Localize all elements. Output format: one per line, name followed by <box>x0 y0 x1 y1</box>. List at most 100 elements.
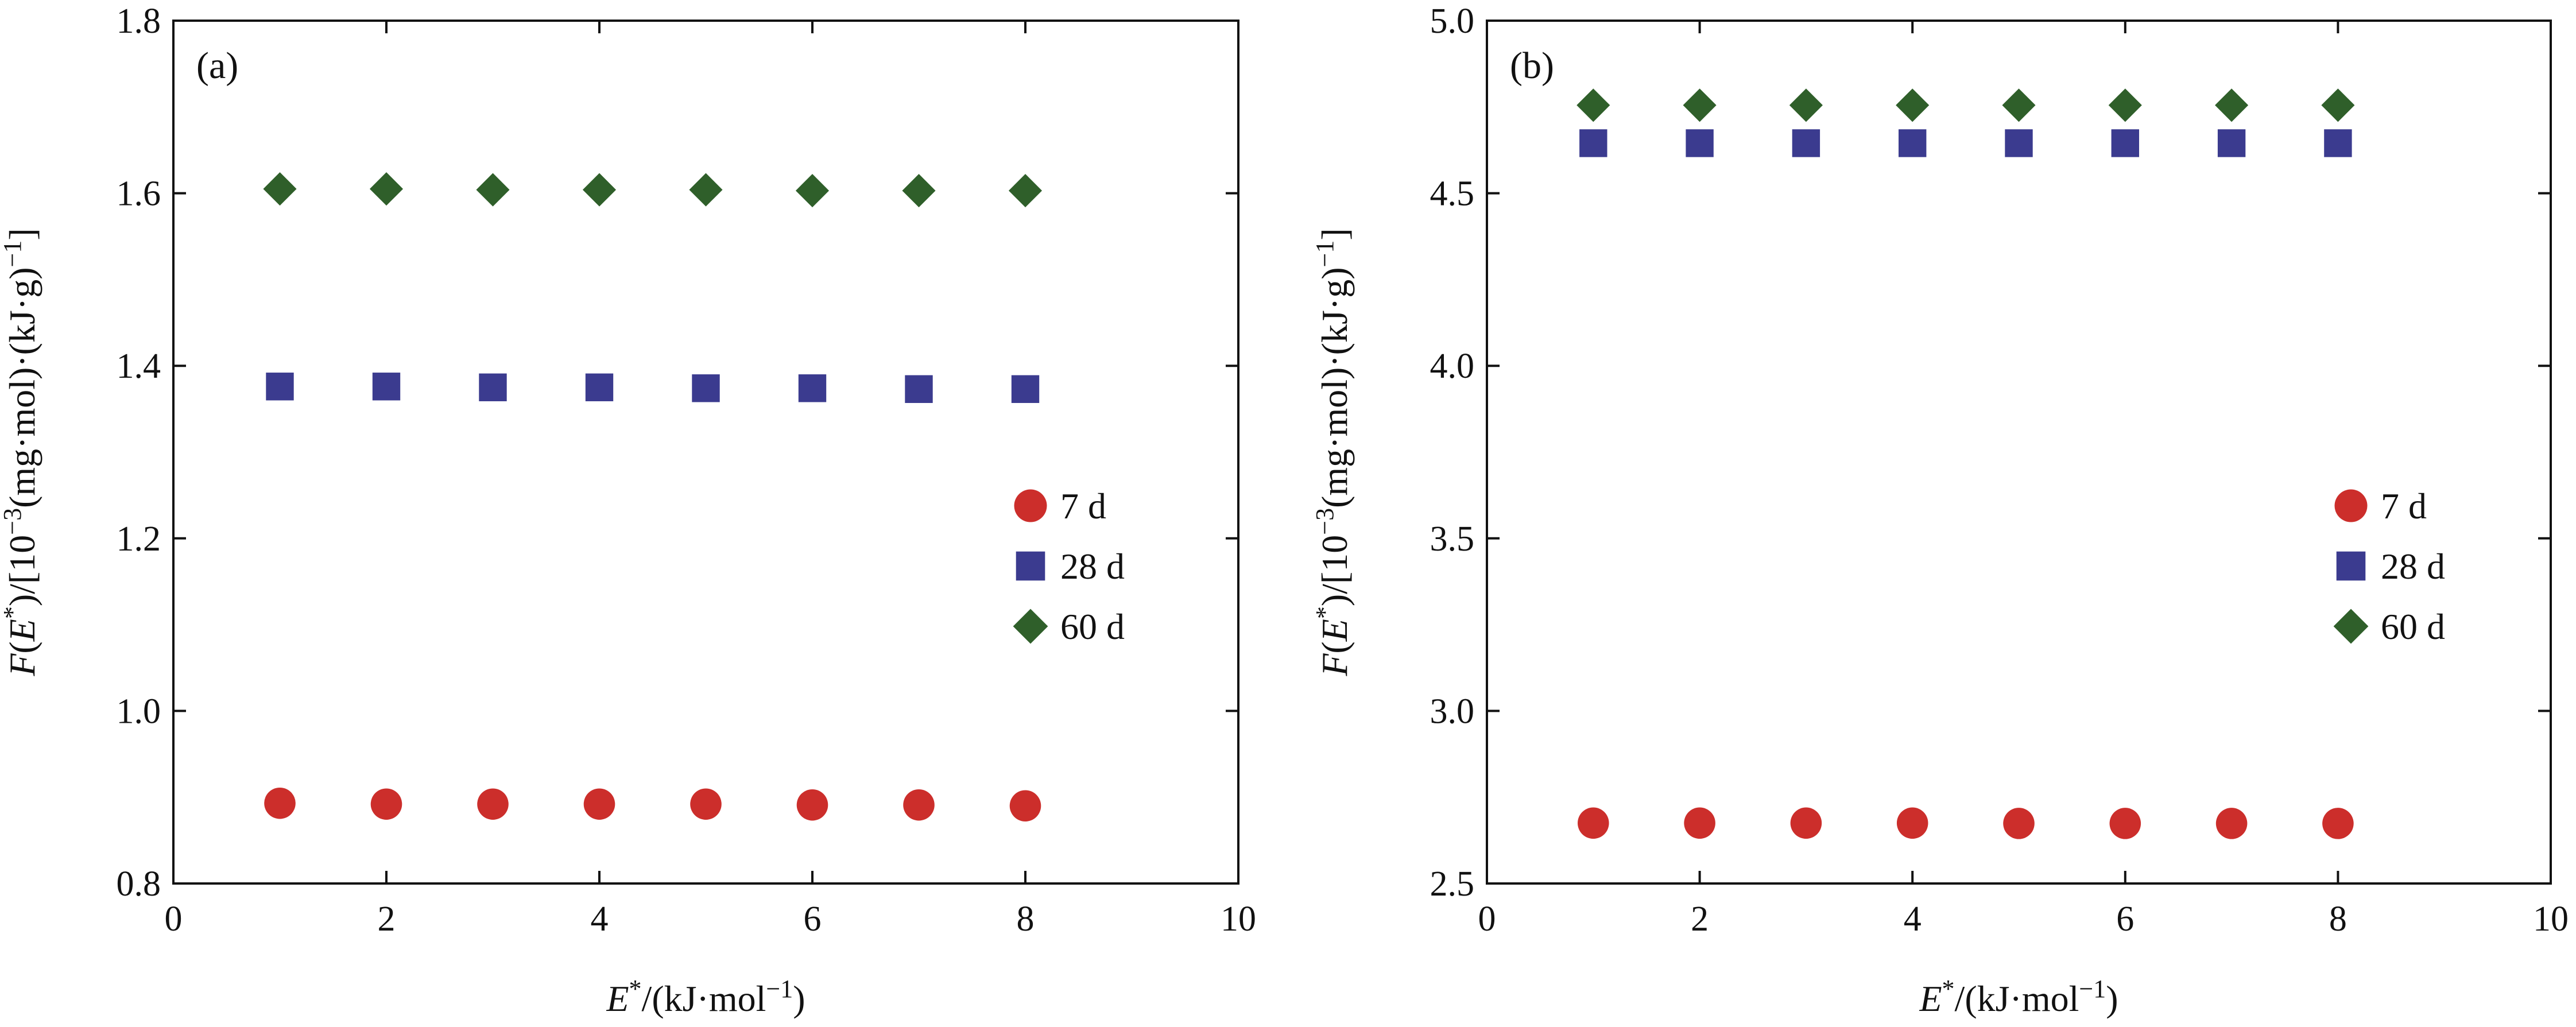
data-point <box>2215 88 2249 122</box>
y-axis-title: F(E*)/[10−3(mg·mol)·(kJ·g)−1] <box>0 228 42 676</box>
data-point <box>798 374 827 402</box>
y-tick-label: 1.6 <box>117 175 161 214</box>
legend-label: 28 d <box>1060 546 1125 587</box>
data-point <box>1578 807 1609 839</box>
y-tick-label: 2.5 <box>1430 865 1475 904</box>
x-axis-title: E*/(kJ·mol−1) <box>1919 975 2118 1020</box>
data-point <box>1686 129 1714 157</box>
legend-label: 28 d <box>2381 546 2445 587</box>
data-point <box>796 789 828 821</box>
data-point <box>905 375 933 403</box>
legend-marker <box>1016 551 1045 581</box>
legend-label: 60 d <box>2381 606 2445 647</box>
data-point <box>689 173 723 207</box>
x-tick-label: 4 <box>1904 900 1922 939</box>
data-point <box>1896 88 1930 122</box>
x-tick-label: 10 <box>2533 900 2569 939</box>
y-tick-label: 0.8 <box>117 865 161 904</box>
series-28d <box>266 373 1040 403</box>
data-point <box>2217 129 2246 157</box>
series-60d <box>263 172 1043 208</box>
x-tick-label: 2 <box>378 900 396 939</box>
legend-marker <box>2333 609 2369 644</box>
data-point <box>476 173 510 207</box>
legend-marker <box>2334 489 2368 522</box>
data-point <box>585 373 614 401</box>
data-point <box>2111 129 2139 157</box>
data-point <box>1789 88 1823 122</box>
data-point <box>477 788 509 820</box>
legend-marker <box>1014 489 1047 522</box>
data-point <box>2005 129 2033 157</box>
series-7d <box>264 787 1041 822</box>
data-point <box>2003 808 2035 839</box>
data-point <box>2324 129 2352 157</box>
data-point <box>1576 88 1610 122</box>
x-tick-label: 0 <box>1478 900 1496 939</box>
data-point <box>902 174 936 208</box>
legend: 7 d 28 d 60 d <box>2333 486 2445 647</box>
legend-marker <box>1013 609 1048 644</box>
y-tick-label: 1.8 <box>117 2 161 41</box>
panel-label: (a) <box>196 45 238 87</box>
data-point <box>903 789 935 821</box>
data-point <box>692 374 720 402</box>
series-7d <box>1578 807 2354 839</box>
data-point <box>2215 808 2248 839</box>
y-axis-title: F(E*)/[10−3(mg·mol)·(kJ·g)−1] <box>1311 228 1355 676</box>
x-tick-label: 10 <box>1221 900 1256 939</box>
data-point <box>1684 807 1715 839</box>
panel-label: (b) <box>1510 45 1554 87</box>
y-tick-label: 4.5 <box>1430 175 1475 214</box>
legend-label: 7 d <box>2381 486 2427 526</box>
data-point <box>479 373 507 401</box>
data-point <box>582 173 617 207</box>
x-tick-label: 8 <box>2329 900 2347 939</box>
data-point <box>1792 129 1820 157</box>
y-tick-label: 4.0 <box>1430 347 1475 386</box>
data-point <box>1579 129 1607 157</box>
data-point <box>795 174 830 208</box>
data-point <box>370 788 402 820</box>
data-point <box>1683 88 1717 122</box>
data-point <box>263 172 297 206</box>
data-point <box>2109 808 2141 839</box>
data-point <box>2108 88 2142 122</box>
legend-label: 60 d <box>1060 606 1125 647</box>
data-point <box>264 787 296 819</box>
data-point <box>266 373 294 401</box>
x-tick-label: 4 <box>591 900 609 939</box>
series-28d <box>1579 129 2352 157</box>
y-tick-label: 1.2 <box>117 520 161 559</box>
series-60d <box>1576 88 2355 122</box>
data-point <box>1011 375 1040 403</box>
data-point <box>1899 129 1927 157</box>
y-tick-label: 5.0 <box>1430 2 1475 41</box>
legend-marker <box>2336 551 2366 581</box>
data-point <box>690 788 722 820</box>
y-tick-label: 1.4 <box>117 347 161 386</box>
panel-a: 0 2 4 6 8 10 0.8 1.0 1.2 1.4 1.6 1.8 (a) E*/(kJ·mol−1… <box>0 2 1256 1019</box>
data-point <box>2322 808 2354 839</box>
legend: 7 d 28 d 60 d <box>1013 486 1125 647</box>
data-point <box>1790 807 1822 839</box>
y-tick-label: 3.5 <box>1430 520 1475 559</box>
data-point <box>583 788 615 820</box>
x-tick-label: 2 <box>1691 900 1709 939</box>
x-axis-title: E*/(kJ·mol−1) <box>606 975 805 1020</box>
x-tick-label: 8 <box>1017 900 1035 939</box>
panel-b: 0 2 4 6 8 10 2.5 3.0 3.5 4.0 4.5 5.0 (b) E*/(kJ·mol−1… <box>1311 2 2569 1019</box>
plot-frame <box>172 20 1239 885</box>
data-point <box>372 373 401 401</box>
data-point <box>1009 790 1041 822</box>
x-tick-label: 0 <box>165 900 183 939</box>
data-point <box>2002 88 2036 122</box>
y-tick-label: 1.0 <box>117 692 161 731</box>
data-point <box>1896 807 1928 839</box>
plot-frame <box>1486 20 2552 885</box>
x-tick-label: 6 <box>804 900 822 939</box>
x-tick-label: 6 <box>2116 900 2134 939</box>
data-point <box>2321 88 2355 122</box>
data-point <box>369 172 404 206</box>
legend-label: 7 d <box>1060 486 1106 526</box>
